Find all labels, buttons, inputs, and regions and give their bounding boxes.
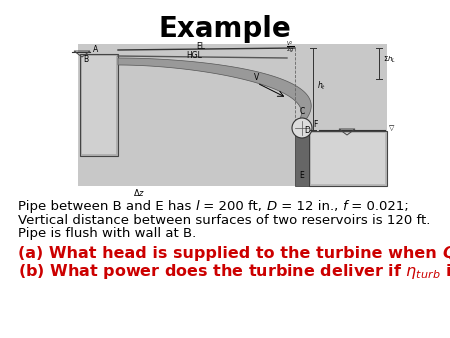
Text: = 200 ft,: = 200 ft, xyxy=(199,200,266,213)
Text: HGL: HGL xyxy=(186,51,202,60)
Bar xyxy=(309,131,387,186)
Text: = 0.021;: = 0.021; xyxy=(347,200,409,213)
Text: D: D xyxy=(266,200,277,213)
Text: Q: Q xyxy=(442,246,450,261)
Text: Pipe is flush with wall at B.: Pipe is flush with wall at B. xyxy=(18,227,196,240)
Text: (a) What head is supplied to the turbine when: (a) What head is supplied to the turbine… xyxy=(18,246,442,261)
Text: A: A xyxy=(93,46,98,54)
Circle shape xyxy=(292,118,312,138)
Text: Example: Example xyxy=(158,15,292,43)
Text: Vertical distance between surfaces of two reservoirs is 120 ft.: Vertical distance between surfaces of tw… xyxy=(18,214,430,226)
Polygon shape xyxy=(118,58,311,123)
Text: ▽: ▽ xyxy=(389,125,394,131)
Text: $h_t$: $h_t$ xyxy=(317,80,326,93)
Text: C: C xyxy=(300,107,305,116)
Text: V: V xyxy=(254,73,259,82)
Text: EL: EL xyxy=(196,42,205,51)
Text: B: B xyxy=(83,55,88,64)
Bar xyxy=(80,54,118,156)
Text: F: F xyxy=(313,120,317,129)
Text: f: f xyxy=(342,200,347,213)
Bar xyxy=(295,126,309,186)
Text: l: l xyxy=(196,200,199,213)
Text: E: E xyxy=(299,171,304,180)
Text: D: D xyxy=(304,126,310,135)
Text: (b) What power does the turbine deliver if $\eta_{turb}$ is 75%?: (b) What power does the turbine deliver … xyxy=(18,262,450,281)
Bar xyxy=(311,133,385,184)
Bar xyxy=(78,44,387,186)
Text: $\Delta z$: $\Delta z$ xyxy=(133,187,145,198)
Text: $\frac{V^2}{2g}$: $\frac{V^2}{2g}$ xyxy=(286,40,294,56)
Text: = 12 in.,: = 12 in., xyxy=(277,200,342,213)
Text: Pipe between B and E has: Pipe between B and E has xyxy=(18,200,196,213)
Text: $\Sigma h_L$: $\Sigma h_L$ xyxy=(383,55,396,65)
Bar xyxy=(82,56,116,154)
